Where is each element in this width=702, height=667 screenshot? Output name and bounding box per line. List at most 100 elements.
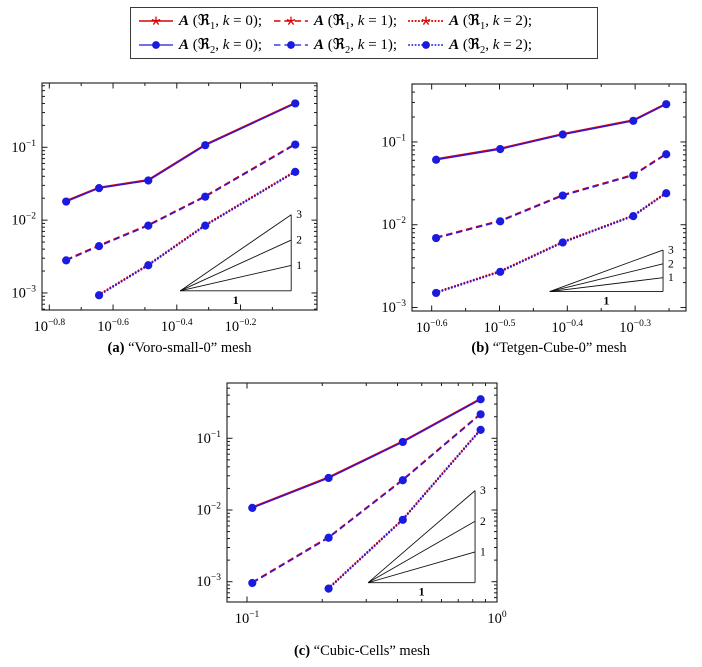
caption-c-text: “Cubic-Cells” mesh	[313, 643, 431, 659]
data-point-marker	[144, 176, 153, 185]
legend-item-label: A (ℜ1, k = 0);	[179, 10, 263, 32]
series-line-blue-solid	[252, 398, 481, 509]
slope-label: 1	[668, 272, 674, 284]
caption-b: (b) “Tetgen-Cube-0” mesh	[412, 340, 686, 357]
data-point-marker	[476, 425, 485, 434]
series-lines	[435, 102, 668, 294]
legend-box: A (ℜ1, k = 0); A (ℜ1, k = 1); A (ℜ1, k = 2…	[130, 7, 598, 59]
caption-c-tag: (c)	[293, 643, 311, 659]
slope-label: 2	[480, 516, 486, 528]
x-tick-label: 10−0.6	[97, 318, 129, 335]
series-line-blue-dashed	[251, 413, 482, 584]
legend-item-label: A (ℜ2, k = 1);	[314, 34, 398, 56]
slope-label: 3	[668, 245, 674, 257]
y-tick-label: 10−2	[11, 212, 36, 229]
y-tick-label: 10−1	[196, 430, 221, 447]
legend-item-label: A (ℜ2, k = 0);	[179, 34, 263, 56]
subplot-c: 10−1 100 10−1 10−2 10−3 1 2 3 1	[175, 370, 527, 655]
data-point-marker	[201, 221, 210, 230]
series-line-red-dashed	[251, 412, 482, 583]
y-tick-label: 10−3	[11, 284, 36, 301]
legend-row: A (ℜ1, k = 0); A (ℜ1, k = 1); A (ℜ1, k = 2…	[138, 9, 597, 33]
caption-a: (a) “Voro-small-0” mesh	[42, 340, 317, 357]
data-point-marker	[496, 144, 505, 154]
data-point-marker	[662, 100, 671, 109]
data-point-marker	[662, 150, 671, 159]
legend-circle-dotted-icon	[408, 41, 445, 49]
series-line-red-dotted	[435, 191, 668, 294]
x-tick-label: 10−0.2	[225, 318, 257, 335]
series-markers	[248, 395, 485, 593]
y-tick-label: 10−1	[381, 133, 406, 150]
legend-item: A (ℜ1, k = 0);	[138, 11, 262, 32]
data-point-marker	[201, 141, 210, 150]
slope-label: 1	[480, 546, 486, 558]
data-point-marker	[496, 217, 505, 226]
tick-labels: 10−1 100 10−1 10−2 10−3	[196, 430, 506, 627]
series-markers	[62, 99, 300, 300]
legend-row: A (ℜ2, k = 0); A (ℜ2, k = 1); A (ℜ2, k = 2…	[138, 33, 597, 57]
caption-c: (c) “Cubic-Cells” mesh	[227, 643, 497, 660]
slope-base-label: 1	[233, 293, 239, 307]
data-point-marker	[662, 189, 671, 198]
slope-base-label: 1	[603, 294, 609, 308]
x-tick-label: 10−0.3	[619, 319, 651, 336]
subplot-b: 10−0.6 10−0.5 10−0.4 10−0.3 10−1 10−2 10−3 1 2 3 1	[352, 70, 702, 355]
data-point-marker	[432, 233, 441, 243]
axes-frame	[411, 83, 687, 312]
series-line-blue-dashed	[435, 153, 667, 239]
y-tick-label: 10−1	[11, 139, 36, 156]
x-tick-label: 10−0.6	[416, 319, 448, 336]
axis-ticks	[412, 83, 686, 311]
series-line-blue-dotted	[98, 170, 297, 297]
data-point-marker	[398, 476, 407, 485]
x-tick-label: 100	[487, 610, 507, 627]
data-point-marker	[432, 288, 441, 298]
data-point-marker	[291, 99, 300, 108]
axes-frame	[41, 82, 318, 311]
series-line-blue-dotted	[327, 428, 482, 590]
plot-b-canvas: 10−0.6 10−0.5 10−0.4 10−0.3 10−1 10−2 10−3 1 23 1	[381, 83, 687, 336]
x-tick-label: 10−1	[235, 610, 260, 627]
series-line-blue-dashed	[65, 143, 296, 262]
tick-labels: 10−0.8 10−0.6 10−0.4 10−0.2 10−1 10−2 10−3	[11, 139, 256, 335]
series-lines	[251, 397, 482, 590]
series-line-red-solid	[252, 397, 481, 508]
series-line-blue-dotted	[435, 192, 668, 294]
series-line-blue-solid	[435, 103, 667, 161]
data-point-marker	[432, 155, 441, 164]
x-tick-label: 10−0.4	[551, 319, 583, 336]
axes-frame	[226, 382, 498, 603]
subplot-a: 10−0.8 10−0.6 10−0.4 10−0.2 10−1 10−2 10−3 1 2 3 1	[0, 70, 352, 355]
legend-star-solid-icon	[139, 16, 173, 25]
data-point-marker	[324, 533, 333, 542]
y-tick-label: 10−2	[381, 216, 406, 233]
data-point-marker	[558, 191, 567, 200]
legend-circle-solid-icon	[139, 41, 173, 49]
data-point-marker	[248, 578, 257, 588]
data-point-marker	[398, 515, 407, 524]
legend-item-label: A (ℜ2, k = 2);	[449, 34, 533, 56]
data-point-marker	[629, 212, 638, 221]
legend-item-label: A (ℜ1, k = 2);	[449, 10, 533, 32]
data-point-marker	[629, 116, 638, 125]
data-point-marker	[94, 291, 104, 300]
y-tick-label: 10−3	[196, 573, 221, 590]
data-point-marker	[476, 410, 485, 419]
slope-label: 3	[480, 485, 486, 497]
data-point-marker	[94, 184, 104, 193]
caption-b-tag: (b)	[471, 340, 490, 356]
legend-circle-dashed-icon	[274, 41, 309, 49]
data-point-marker	[144, 221, 153, 230]
x-tick-label: 10−0.8	[33, 318, 65, 335]
data-point-marker	[144, 261, 153, 270]
legend-item: A (ℜ1, k = 2);	[408, 11, 532, 32]
slope-label: 2	[296, 235, 302, 247]
data-point-marker	[558, 238, 567, 247]
data-point-marker	[558, 130, 567, 139]
legend-item-label: A (ℜ1, k = 1);	[314, 10, 398, 32]
